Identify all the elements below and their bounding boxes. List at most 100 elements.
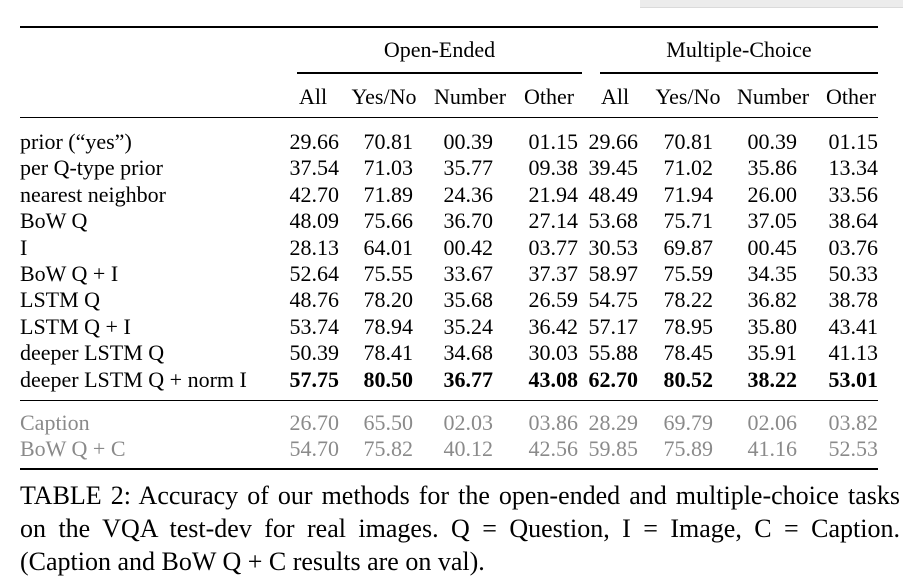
mid-rule	[20, 400, 878, 401]
table-cell: 69.87	[663, 235, 714, 260]
table-cell: 62.70	[588, 367, 639, 392]
column-header: All	[298, 84, 328, 109]
table-cell: 64.01	[363, 235, 414, 260]
bottom-rule	[20, 468, 878, 470]
table-cell: 80.52	[663, 367, 714, 392]
method-name: LSTM Q + I	[20, 314, 131, 339]
table-cell: 29.66	[289, 129, 340, 154]
method-name: per Q-type prior	[20, 155, 163, 180]
table-cell: 71.89	[363, 182, 414, 207]
table-cell: 71.94	[663, 182, 714, 207]
table-cell: 37.54	[289, 155, 340, 180]
table-cell: 48.76	[289, 287, 340, 312]
method-name: BoW Q + C	[20, 436, 126, 461]
table-cell: 03.82	[828, 410, 879, 435]
window-edge-strip	[640, 0, 903, 8]
table-cell: 52.64	[289, 261, 340, 286]
table-cell: 33.67	[443, 261, 494, 286]
table-cell: 58.97	[588, 261, 639, 286]
header-rule	[20, 117, 878, 118]
table-cell: 33.56	[828, 182, 879, 207]
table-cell: 35.80	[747, 314, 798, 339]
table-cell: 55.88	[588, 340, 639, 365]
table-cell: 70.81	[363, 129, 414, 154]
method-name: nearest neighbor	[20, 182, 166, 207]
method-name: BoW Q + I	[20, 261, 119, 286]
table-cell: 48.09	[289, 208, 340, 233]
table-cell: 78.95	[663, 314, 714, 339]
table-caption: TABLE 2: Accuracy of our methods for the…	[20, 481, 900, 576]
table-cell: 00.39	[443, 129, 494, 154]
table-cell: 35.24	[443, 314, 494, 339]
table-cell: 26.70	[289, 410, 340, 435]
method-name: deeper LSTM Q	[20, 340, 165, 365]
table-cell: 50.33	[828, 261, 879, 286]
table-cell: 59.85	[588, 436, 639, 461]
column-header: Yes/No	[351, 84, 417, 109]
table-cell: 36.42	[528, 314, 579, 339]
table-cell: 37.37	[528, 261, 579, 286]
table-cell: 65.50	[363, 410, 414, 435]
table-cell: 70.81	[663, 129, 714, 154]
table-cell: 75.66	[363, 208, 414, 233]
table-cell: 01.15	[528, 129, 579, 154]
table-cell: 28.29	[588, 410, 639, 435]
table-cell: 69.79	[663, 410, 714, 435]
table-cell: 35.86	[747, 155, 798, 180]
table-cell: 54.75	[588, 287, 639, 312]
table-cell: 30.03	[528, 340, 579, 365]
table-cell: 34.68	[443, 340, 494, 365]
table-cell: 37.05	[747, 208, 798, 233]
column-header: Yes/No	[655, 84, 721, 109]
table-cell: 03.77	[528, 235, 579, 260]
table-cell: 09.38	[528, 155, 579, 180]
table-cell: 78.41	[363, 340, 414, 365]
table-cell: 78.20	[363, 287, 414, 312]
table-cell: 38.78	[828, 287, 879, 312]
table-cell: 26.00	[747, 182, 798, 207]
multiple-choice-underline	[600, 72, 878, 74]
group-header-open-ended: Open-Ended	[383, 37, 496, 62]
method-name: I	[20, 235, 28, 260]
table-cell: 75.89	[663, 436, 714, 461]
table-cell: 27.14	[528, 208, 579, 233]
method-name: Caption	[20, 410, 90, 435]
column-header: Number	[736, 84, 810, 109]
table-cell: 36.70	[443, 208, 494, 233]
table-cell: 38.22	[747, 367, 798, 392]
table-cell: 40.12	[443, 436, 494, 461]
table-cell: 52.53	[828, 436, 879, 461]
column-header: Other	[825, 84, 877, 109]
table-cell: 43.08	[528, 367, 579, 392]
column-header: Number	[433, 84, 507, 109]
table-cell: 28.13	[289, 235, 340, 260]
table-cell: 78.22	[663, 287, 714, 312]
table-cell: 75.59	[663, 261, 714, 286]
table-cell: 02.06	[747, 410, 798, 435]
table-cell: 53.01	[828, 367, 879, 392]
table-cell: 71.03	[363, 155, 414, 180]
column-header: Other	[523, 84, 575, 109]
table-cell: 78.45	[663, 340, 714, 365]
table-cell: 57.75	[289, 367, 340, 392]
table-cell: 24.36	[443, 182, 494, 207]
table-cell: 03.76	[828, 235, 879, 260]
method-name: deeper LSTM Q + norm I	[20, 367, 247, 392]
table-cell: 38.64	[828, 208, 879, 233]
table-cell: 54.70	[289, 436, 340, 461]
table-cell: 03.86	[528, 410, 579, 435]
table-cell: 13.34	[828, 155, 879, 180]
table-cell: 80.50	[363, 367, 414, 392]
table-cell: 35.91	[747, 340, 798, 365]
table-cell: 41.16	[747, 436, 798, 461]
open-ended-underline	[297, 72, 582, 74]
table-cell: 71.02	[663, 155, 714, 180]
method-name: BoW Q	[20, 208, 88, 233]
table-cell: 26.59	[528, 287, 579, 312]
table-cell: 43.41	[828, 314, 879, 339]
table-cell: 30.53	[588, 235, 639, 260]
table-cell: 53.68	[588, 208, 639, 233]
table-cell: 75.55	[363, 261, 414, 286]
table-cell: 21.94	[528, 182, 579, 207]
